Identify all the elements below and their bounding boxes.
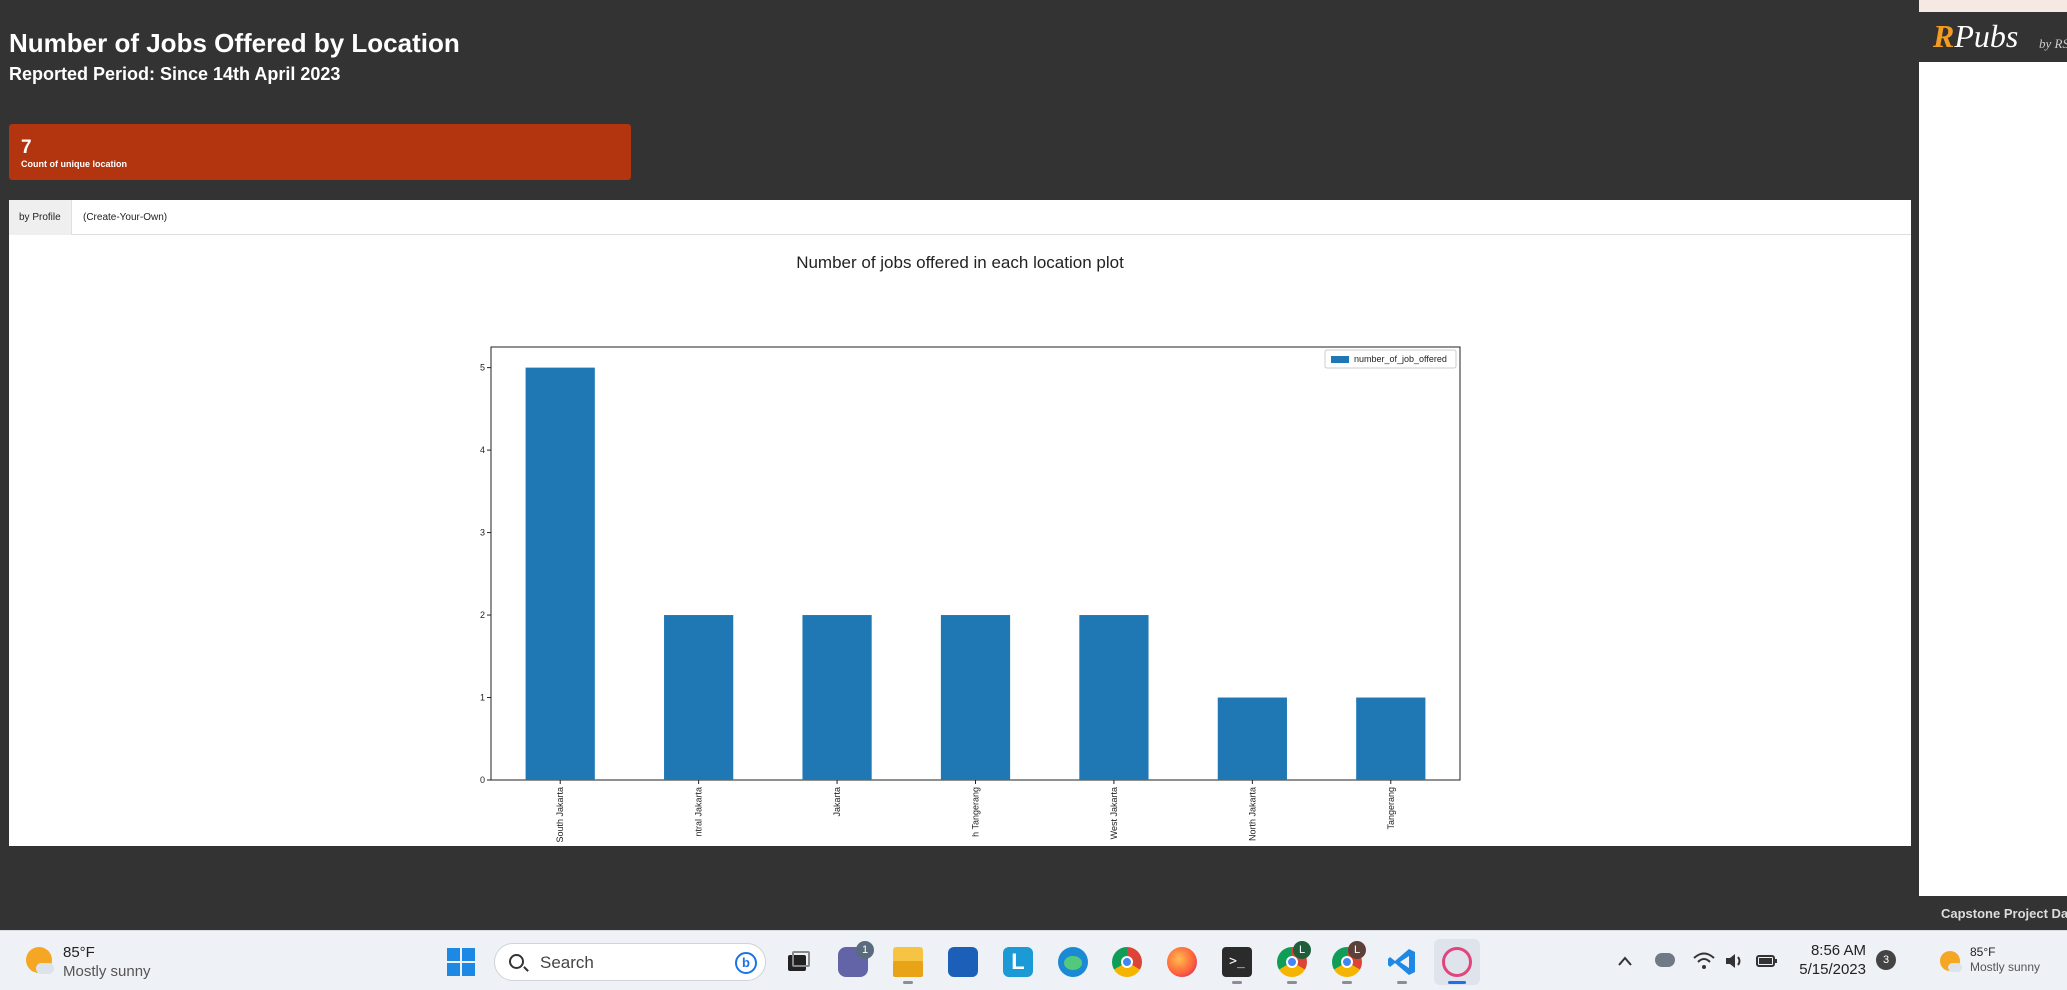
chart-title: Number of jobs offered in each location … <box>796 253 1124 272</box>
taskbar-clock[interactable]: 8:56 AM 5/15/2023 <box>1792 941 1866 979</box>
rpubs-logo[interactable]: RPubs <box>1933 18 2018 55</box>
search-label: Search <box>540 953 594 972</box>
snipping-tool-icon[interactable] <box>1442 947 1472 977</box>
value-box-caption: Count of unique location <box>21 159 127 169</box>
clock-time: 8:56 AM <box>1810 942 1866 959</box>
y-tick-label: 2 <box>480 610 485 620</box>
chrome-profile-1-icon[interactable] <box>1277 947 1307 977</box>
launcher-app-icon[interactable]: L <box>1003 947 1033 977</box>
terminal-icon[interactable]: >_ <box>1222 947 1252 977</box>
x-tick-label: North Jakarta <box>1247 787 1257 841</box>
bar <box>940 615 1011 780</box>
rpubs-footer-title: Capstone Project Da <box>1919 896 2067 930</box>
chrome-1-running-indicator <box>1287 981 1297 984</box>
vscode-icon[interactable] <box>1387 947 1417 977</box>
rpubs-logo-r: R <box>1933 18 1955 54</box>
bar <box>802 615 872 780</box>
y-tick-label: 5 <box>480 363 485 373</box>
legend-box <box>1324 349 1457 369</box>
rpubs-sidebar: RPubs by RS Capstone Project Da <box>1919 0 2067 930</box>
chrome-2-running-indicator <box>1342 981 1352 984</box>
microsoft-store-icon[interactable] <box>948 947 978 977</box>
volume-icon[interactable] <box>1724 951 1746 971</box>
chrome-browser-icon[interactable] <box>1112 947 1142 977</box>
weather-cloud-icon <box>36 963 54 974</box>
taskbar-search[interactable]: Search b <box>494 943 766 981</box>
bar <box>664 615 734 780</box>
y-tick-label: 3 <box>480 528 485 538</box>
firefox-browser-icon[interactable] <box>1167 947 1197 977</box>
rpubs-logo-text: Pubs <box>1954 18 2019 54</box>
vscode-running-indicator <box>1397 981 1407 984</box>
bar-chart: 0 1 2 3 4 5 South Jakarta ntral Jakarta Jakarta h… <box>480 346 1461 843</box>
edge-browser-icon[interactable] <box>1058 947 1088 977</box>
weather-right-temp: 85°F <box>1970 945 1996 959</box>
terminal-running-indicator <box>1232 981 1242 984</box>
chart-card: by Profile (Create-Your-Own) Number of j… <box>9 200 1911 846</box>
tab-bar: by Profile (Create-Your-Own) <box>9 200 1911 235</box>
show-hidden-icons-chevron-icon[interactable] <box>1617 955 1633 967</box>
teams-notification-badge: 1 <box>856 941 874 959</box>
weather-widget-right[interactable]: 85°F Mostly sunny <box>1938 945 2067 979</box>
chrome-profile-1-badge: L <box>1293 941 1311 959</box>
value-box-value: 7 <box>21 137 32 158</box>
x-tick-label: Jakarta <box>832 787 842 817</box>
onedrive-warning-icon[interactable] <box>1655 953 1675 967</box>
x-tick-label: Tangerang <box>1386 787 1396 830</box>
legend-swatch <box>1331 356 1349 363</box>
tab-by-profile[interactable]: by Profile <box>9 200 72 235</box>
bar <box>525 367 595 780</box>
x-tick-label: ntral Jakarta <box>694 787 704 837</box>
wifi-icon[interactable] <box>1693 951 1715 971</box>
x-tick-label: West Jakarta <box>1109 787 1119 839</box>
weather-condition: Mostly sunny <box>63 963 151 980</box>
clock-date: 5/15/2023 <box>1799 961 1866 978</box>
bar <box>1217 697 1287 780</box>
y-tick-label: 1 <box>480 693 485 703</box>
weather-right-cloud-icon <box>1948 963 1962 972</box>
value-box-unique-locations: 7 Count of unique location <box>9 124 631 180</box>
battery-icon[interactable] <box>1756 953 1778 969</box>
legend-label: number_of_job_offered <box>1354 354 1447 364</box>
y-tick-label: 0 <box>480 775 485 785</box>
bing-icon[interactable]: b <box>735 952 757 974</box>
search-icon <box>509 954 524 969</box>
page-title: Number of Jobs Offered by Location <box>9 28 460 58</box>
bar <box>1356 697 1426 780</box>
notification-count-badge[interactable]: 3 <box>1876 950 1896 970</box>
task-view-icon[interactable] <box>782 947 812 977</box>
x-tick-label: h Tangerang <box>971 787 981 837</box>
x-tick-label: South Jakarta <box>555 787 565 843</box>
tab-create-your-own[interactable]: (Create-Your-Own) <box>83 212 168 223</box>
bar <box>1079 615 1149 780</box>
page-subtitle: Reported Period: Since 14th April 2023 <box>9 64 341 84</box>
rpubs-by-text: by RS <box>2039 36 2067 51</box>
snipping-tool-running-indicator <box>1448 981 1466 984</box>
file-explorer-running-indicator <box>903 981 913 984</box>
y-tick-label: 4 <box>480 445 485 455</box>
chrome-profile-2-badge: L <box>1348 941 1366 959</box>
weather-right-condition: Mostly sunny <box>1970 960 2041 974</box>
rpubs-header: RPubs by RS <box>1919 0 2067 62</box>
file-explorer-icon[interactable] <box>893 947 923 977</box>
windows-start-icon[interactable] <box>446 947 476 977</box>
weather-temp: 85°F <box>63 944 95 961</box>
taskbar: 85°F Mostly sunny Search b 1 L >_ <box>0 930 2067 990</box>
